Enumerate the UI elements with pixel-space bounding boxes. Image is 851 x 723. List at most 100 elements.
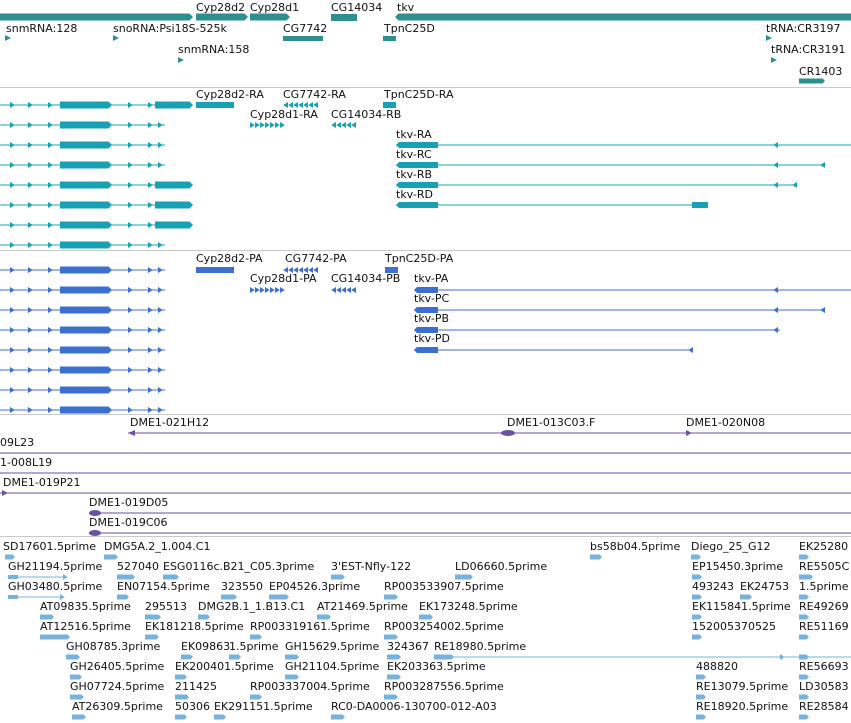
strand-arrow[interactable]	[10, 122, 15, 128]
strand-arrow[interactable]	[288, 102, 293, 108]
transcript-label[interactable]: Cyp28d1-RA	[250, 108, 318, 121]
protein-label[interactable]: CG7742-PA	[285, 252, 347, 265]
gene-bar[interactable]	[395, 13, 851, 21]
est-block[interactable]	[70, 674, 82, 680]
exon-block[interactable]	[396, 202, 438, 208]
feature-flag[interactable]	[178, 57, 184, 63]
est-block[interactable]	[40, 614, 54, 620]
est-block[interactable]	[799, 714, 809, 720]
strand-arrow[interactable]	[10, 267, 15, 273]
strand-arrow[interactable]	[773, 307, 778, 313]
est-label[interactable]: 527040	[117, 560, 159, 573]
est-label[interactable]: GH03480.5prime	[8, 580, 103, 593]
strand-arrow[interactable]	[148, 102, 153, 108]
clone-label[interactable]: DME1-019P21	[3, 476, 81, 489]
est-label[interactable]: DMG2B.1_1.B13.C1	[198, 600, 306, 613]
strand-arrow[interactable]	[28, 387, 33, 393]
exon-block[interactable]	[396, 142, 438, 148]
est-label[interactable]: EK291151.5prime	[214, 700, 313, 713]
exon-block[interactable]	[60, 141, 112, 149]
est-label[interactable]: SD17601.5prime	[3, 540, 96, 553]
strand-arrow[interactable]	[10, 327, 15, 333]
exon-block[interactable]	[383, 102, 396, 108]
strand-arrow[interactable]	[10, 222, 15, 228]
est-block[interactable]	[387, 654, 401, 660]
transcript-label[interactable]: CG7742-RA	[283, 88, 346, 101]
est-label[interactable]: RP003287556.5prime	[384, 680, 504, 693]
gene-bar[interactable]	[383, 36, 396, 41]
strand-arrow[interactable]	[128, 387, 133, 393]
strand-arrow[interactable]	[158, 122, 163, 128]
protein-label[interactable]: tkv-PD	[414, 332, 450, 345]
strand-arrow[interactable]	[158, 142, 163, 148]
est-block[interactable]	[70, 694, 84, 700]
strand-arrow[interactable]	[10, 287, 15, 293]
strand-arrow[interactable]	[28, 327, 33, 333]
strand-arrow[interactable]	[48, 142, 53, 148]
est-block[interactable]	[221, 594, 237, 600]
est-label[interactable]: RE18920.5prime	[696, 700, 789, 713]
est-block[interactable]	[214, 714, 226, 720]
strand-arrow[interactable]	[313, 267, 318, 273]
est-label[interactable]: EN07154.5prime	[117, 580, 210, 593]
est-block[interactable]	[229, 654, 241, 660]
exon-block[interactable]	[60, 241, 112, 249]
clone-label[interactable]: DME1-021H12	[130, 416, 210, 429]
gene-label[interactable]: tRNA:CR3197	[766, 22, 841, 35]
est-block[interactable]	[384, 694, 398, 700]
est-arrow[interactable]	[60, 594, 65, 600]
strand-arrow[interactable]	[308, 102, 313, 108]
est-label[interactable]: AT09835.5prime	[40, 600, 131, 613]
strand-arrow[interactable]	[28, 222, 33, 228]
est-block[interactable]	[799, 554, 809, 560]
strand-arrow[interactable]	[28, 182, 33, 188]
strand-arrow[interactable]	[250, 287, 255, 293]
est-label[interactable]: RE28584	[799, 700, 849, 713]
clone-label[interactable]: 1-008L19	[0, 456, 53, 469]
gene-bar[interactable]	[799, 78, 825, 84]
strand-arrow[interactable]	[260, 287, 265, 293]
est-label[interactable]: RP003533907.5prime	[384, 580, 504, 593]
est-label[interactable]: EP04526.3prime	[269, 580, 361, 593]
exon-block[interactable]	[414, 287, 438, 293]
strand-arrow[interactable]	[148, 327, 153, 333]
feature-flag[interactable]	[771, 57, 777, 63]
strand-arrow[interactable]	[265, 287, 270, 293]
strand-arrow[interactable]	[331, 122, 336, 128]
strand-arrow[interactable]	[148, 162, 153, 168]
est-label[interactable]: EK181218.5prime	[145, 620, 244, 633]
strand-arrow[interactable]	[148, 387, 153, 393]
gene-label[interactable]: Cyp28d1	[250, 1, 300, 14]
est-block[interactable]	[145, 634, 159, 640]
exon-block[interactable]	[60, 201, 112, 209]
est-block[interactable]	[799, 654, 809, 660]
exon-block[interactable]	[60, 326, 112, 334]
est-block[interactable]	[331, 574, 345, 580]
est-label[interactable]: 211425	[175, 680, 217, 693]
transcript-label[interactable]: tkv-RD	[396, 188, 433, 201]
est-block[interactable]	[590, 554, 602, 560]
strand-arrow[interactable]	[303, 267, 308, 273]
strand-arrow[interactable]	[128, 142, 133, 148]
est-block[interactable]	[384, 634, 398, 640]
gene-label[interactable]: CG7742	[283, 22, 328, 35]
est-block[interactable]	[250, 634, 262, 640]
gene-label[interactable]: snoRNA:Psi18S-525k	[113, 22, 227, 35]
est-label[interactable]: RE18980.5prime	[434, 640, 527, 653]
strand-arrow[interactable]	[346, 122, 351, 128]
gene-label[interactable]: snmRNA:128	[6, 22, 78, 35]
strand-arrow[interactable]	[148, 202, 153, 208]
est-block[interactable]	[104, 554, 118, 560]
strand-arrow[interactable]	[820, 307, 825, 313]
strand-arrow[interactable]	[158, 387, 163, 393]
strand-arrow[interactable]	[128, 287, 133, 293]
est-block[interactable]	[419, 614, 433, 620]
est-label[interactable]: EK173248.5prime	[419, 600, 518, 613]
strand-arrow[interactable]	[28, 407, 33, 413]
est-label[interactable]: EK24753	[740, 580, 790, 593]
strand-arrow[interactable]	[158, 162, 163, 168]
est-arrow[interactable]	[63, 574, 68, 580]
est-label[interactable]: RE56693	[799, 660, 849, 673]
est-block[interactable]	[317, 614, 331, 620]
exon-block[interactable]	[60, 121, 112, 129]
